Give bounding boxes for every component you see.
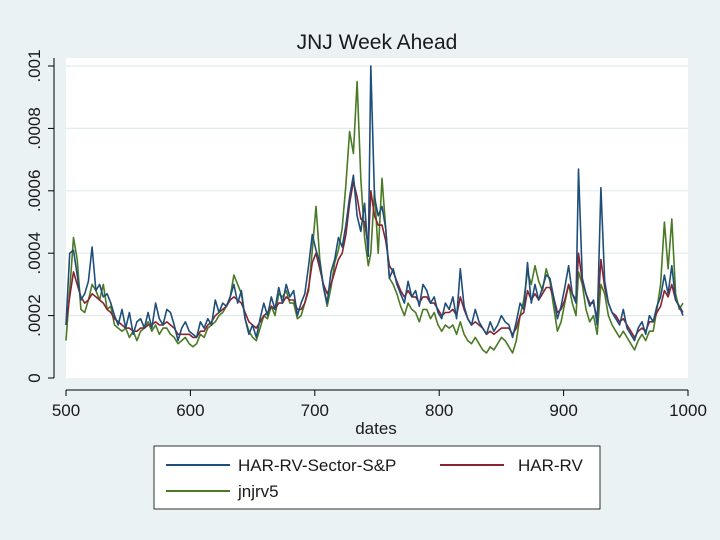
x-tick-label-1: 600 xyxy=(176,401,204,420)
series-line-har-rv xyxy=(65,180,684,339)
x-axis-ticks: 500 600 700 800 900 1000 xyxy=(52,390,707,420)
y-tick-label-3: .0006 xyxy=(25,170,44,213)
y-tick-label-2: .0004 xyxy=(25,232,44,275)
y-tick-label-5: .001 xyxy=(25,49,44,82)
y-axis-ticks: 0 .0002 .0004 .0006 .0008 .001 xyxy=(25,49,54,383)
gridlines xyxy=(66,65,688,317)
legend-label-jnjrv5: jnjrv5 xyxy=(237,482,279,501)
x-tick-label-4: 900 xyxy=(549,401,577,420)
chart-title: JNJ Week Ahead xyxy=(297,31,458,54)
y-tick-label-0: 0 xyxy=(25,373,44,382)
plot-area xyxy=(66,58,688,378)
y-tick-label-1: .0002 xyxy=(25,294,44,337)
series-line-har-rv-sector-s-p xyxy=(65,65,684,342)
x-tick-label-0: 500 xyxy=(52,401,80,420)
x-tick-label-2: 700 xyxy=(301,401,329,420)
y-tick-label-4: .0008 xyxy=(25,107,44,150)
series-lines xyxy=(65,65,684,354)
x-tick-label-3: 800 xyxy=(425,401,453,420)
legend-label-har-rv: HAR-RV xyxy=(518,456,584,475)
x-tick-label-5: 1000 xyxy=(669,401,707,420)
legend-label-har-rv-sector-s-p: HAR-RV-Sector-S&P xyxy=(238,456,396,475)
legend-box xyxy=(153,445,601,510)
x-axis-label: dates xyxy=(355,419,397,438)
legend: HAR-RV-Sector-S&P HAR-RV jnjrv5 xyxy=(153,445,601,510)
